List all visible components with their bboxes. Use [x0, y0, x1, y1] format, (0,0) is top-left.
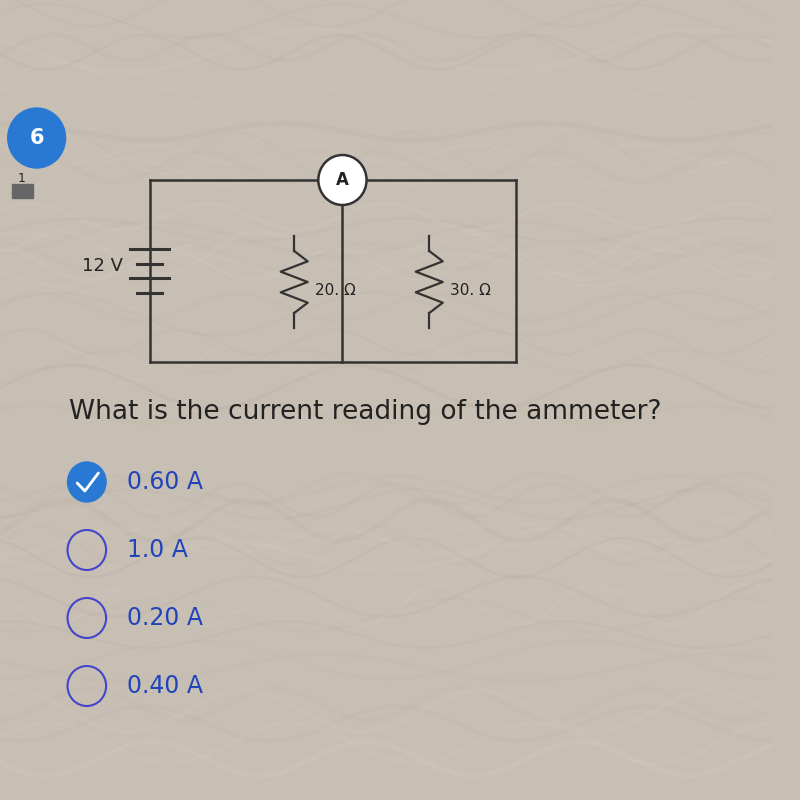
Text: 6: 6 — [30, 128, 44, 148]
Text: 0.40 A: 0.40 A — [127, 674, 203, 698]
Text: What is the current reading of the ammeter?: What is the current reading of the ammet… — [70, 399, 662, 425]
Text: 1.0 A: 1.0 A — [127, 538, 188, 562]
Text: 20. Ω: 20. Ω — [315, 282, 356, 298]
Text: A: A — [336, 171, 349, 189]
Circle shape — [67, 462, 106, 502]
Text: 1: 1 — [18, 171, 25, 185]
Text: 0.60 A: 0.60 A — [127, 470, 203, 494]
Bar — [11, 184, 33, 198]
Circle shape — [8, 108, 66, 168]
Text: 12 V: 12 V — [82, 257, 122, 275]
Text: 0.20 A: 0.20 A — [127, 606, 203, 630]
Circle shape — [318, 155, 366, 205]
Text: 30. Ω: 30. Ω — [450, 282, 491, 298]
